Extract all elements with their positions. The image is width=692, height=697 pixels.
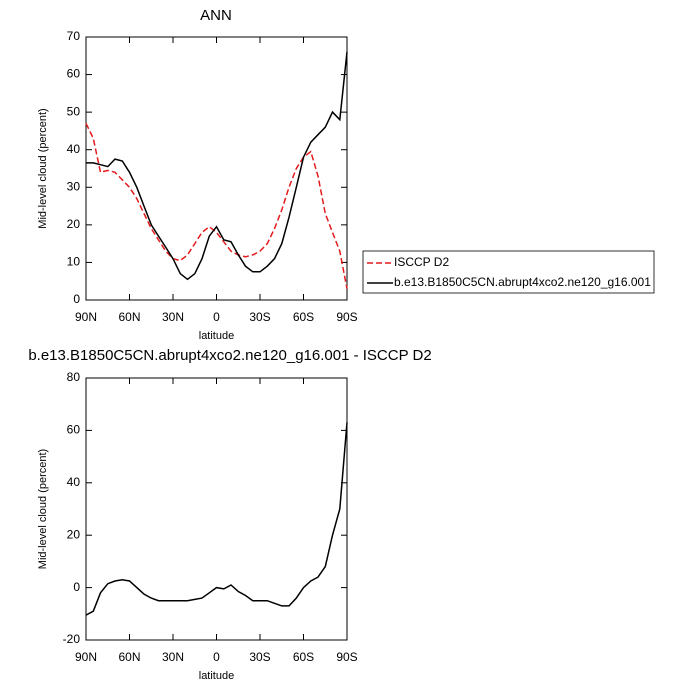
chart-title: ANN: [200, 7, 232, 24]
plot-frame: [85, 36, 348, 301]
data-line: [85, 422, 348, 616]
y-tick-label: 40: [67, 475, 81, 489]
x-tick-label: 0: [213, 310, 220, 324]
x-tick-label: 60S: [293, 650, 314, 664]
y-tick-label: 20: [67, 217, 81, 231]
y-axis-label: Mid-level cloud (percent): [37, 449, 49, 569]
x-tick-label: 30N: [162, 310, 184, 324]
x-tick-label: 0: [213, 650, 220, 664]
chart-title: b.e13.B1850C5CN.abrupt4xco2.ne120_g16.00…: [28, 347, 431, 364]
y-tick-label: 10: [67, 255, 81, 269]
y-tick-label: 30: [67, 179, 81, 193]
x-axis-label: latitude: [199, 670, 234, 682]
x-tick-label: 60N: [118, 310, 140, 324]
x-tick-label: 90N: [75, 310, 97, 324]
y-tick-label: 0: [73, 580, 80, 594]
legend-label: ISCCP D2: [394, 255, 449, 269]
y-axis-label: Mid-level cloud (percent): [37, 108, 49, 228]
x-tick-label: 60N: [118, 650, 140, 664]
y-tick-label: 60: [67, 67, 81, 81]
x-tick-label: 30N: [162, 650, 184, 664]
y-tick-label: -20: [63, 632, 81, 646]
x-tick-label: 30S: [249, 650, 270, 664]
x-tick-label: 60S: [293, 310, 314, 324]
y-tick-label: 70: [67, 29, 81, 43]
y-tick-label: 0: [73, 292, 80, 306]
x-axis-label: latitude: [199, 330, 234, 342]
plot-frame: [85, 377, 348, 641]
y-tick-label: 50: [67, 104, 81, 118]
legend-box: [362, 250, 655, 294]
x-tick-label: 90N: [75, 650, 97, 664]
x-tick-label: 90S: [336, 310, 357, 324]
y-tick-label: 40: [67, 142, 81, 156]
x-tick-label: 30S: [249, 310, 270, 324]
data-line: [86, 51, 348, 281]
y-tick-label: 60: [67, 423, 81, 437]
legend-label: b.e13.B1850C5CN.abrupt4xco2.ne120_g16.00…: [394, 275, 651, 289]
x-tick-label: 90S: [336, 650, 357, 664]
y-tick-label: 80: [67, 370, 81, 384]
y-tick-label: 20: [67, 527, 81, 541]
